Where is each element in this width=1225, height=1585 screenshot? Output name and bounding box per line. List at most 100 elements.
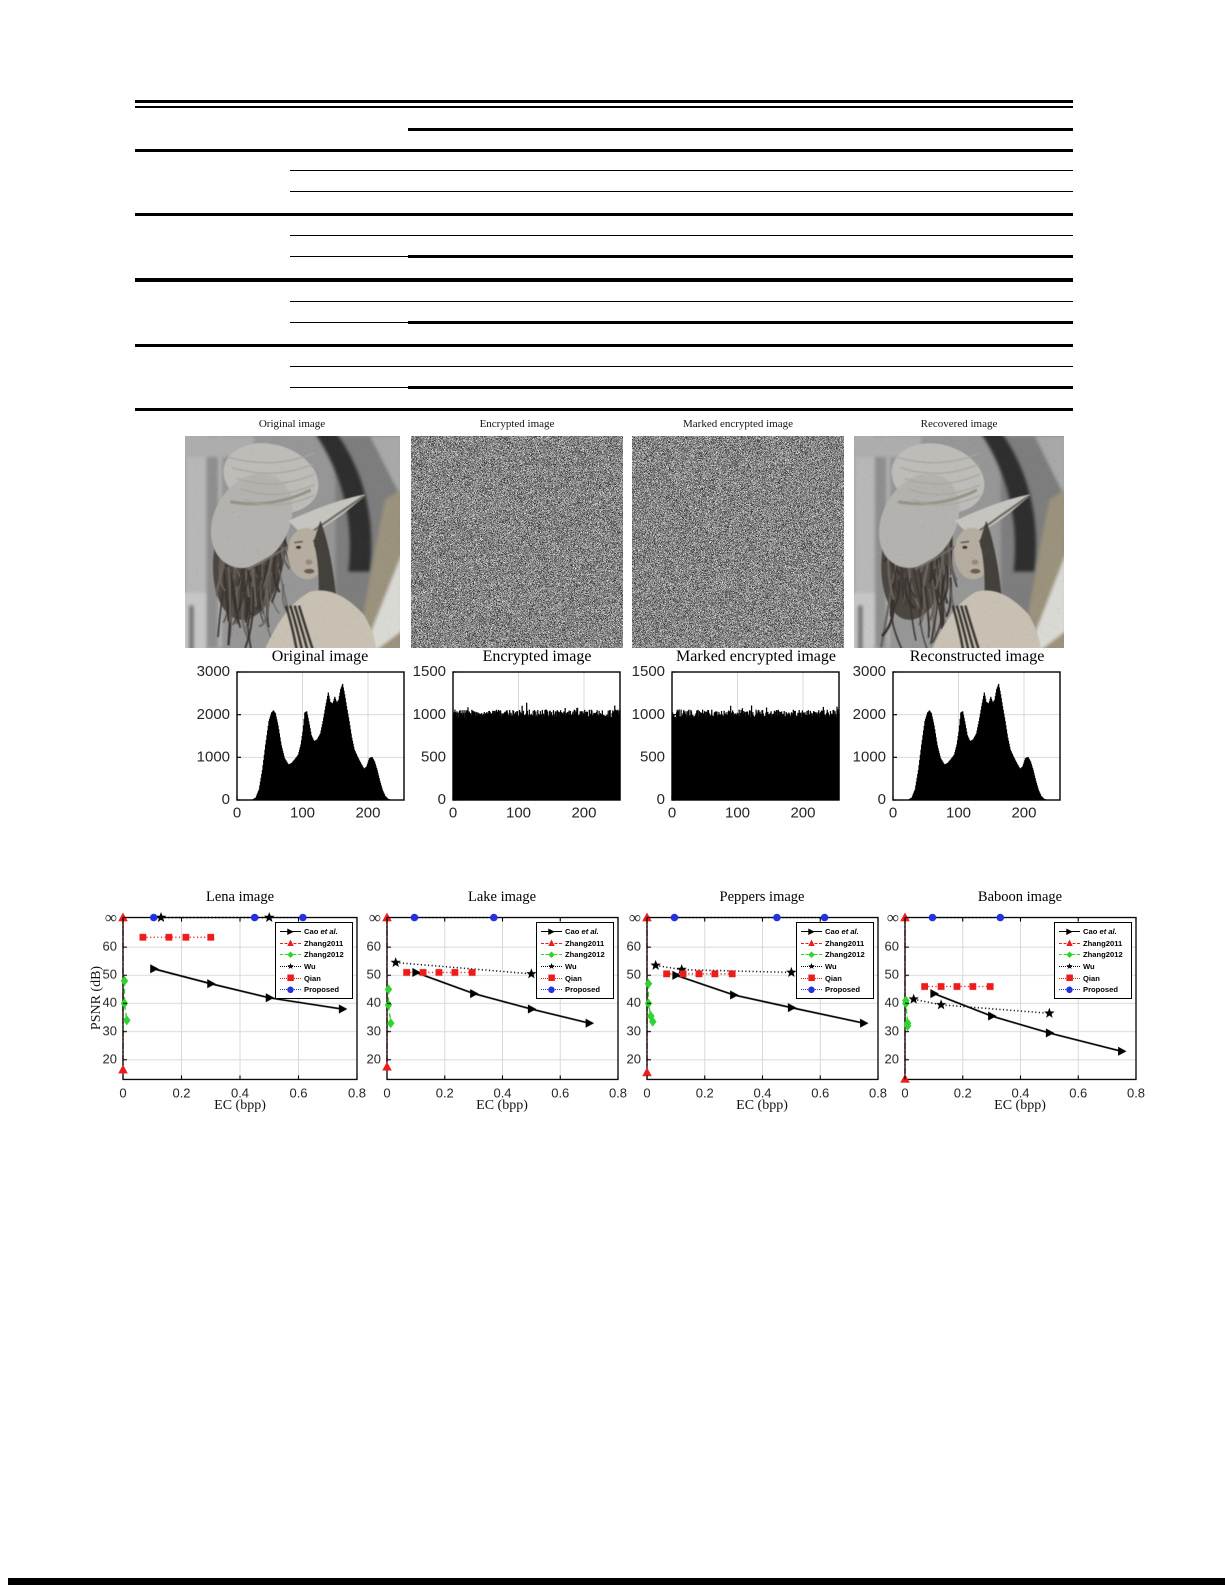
table-rule <box>135 278 1073 282</box>
legend-line <box>801 966 822 968</box>
legend-line <box>1059 977 1080 979</box>
histogram-reconstructed <box>833 664 1068 826</box>
legend-label: Zhang2012 <box>1083 950 1123 960</box>
legend-label: Qian <box>565 973 582 983</box>
legend-line-sample: ▲ <box>801 938 822 948</box>
legend-line <box>541 931 562 933</box>
legend-label: Zhang2012 <box>565 950 605 960</box>
legend-label: Zhang2012 <box>825 950 865 960</box>
legend-label: Cao et al. <box>825 927 859 937</box>
legend-line-sample: ◆ <box>801 950 822 960</box>
triangle-up-icon: ▲ <box>1066 938 1073 949</box>
table-rule <box>290 256 408 258</box>
legend-label: Zhang2011 <box>304 938 344 948</box>
legend-line-sample: ● <box>280 985 301 995</box>
legend-label: Proposed <box>304 985 340 995</box>
legend-entry-proposed: ● Proposed <box>541 984 610 996</box>
legend-line <box>280 931 301 933</box>
legend-line-sample: ◆ <box>280 950 301 960</box>
legend-entry-qian: ■ Qian <box>801 972 870 984</box>
circle-icon: ● <box>1065 984 1074 995</box>
diamond-icon: ◆ <box>548 949 555 960</box>
legend-label: Wu <box>304 962 316 972</box>
square-icon: ■ <box>807 973 816 984</box>
legend-line-sample: ▶ <box>541 927 562 937</box>
legend-entry-zhang2012: ◆ Zhang2012 <box>801 949 870 961</box>
triangle-right-icon: ▶ <box>1066 926 1073 937</box>
original-image-photo <box>185 436 400 648</box>
legend-entry-zhang2012: ◆ Zhang2012 <box>541 949 610 961</box>
legend-line-sample: ■ <box>801 973 822 983</box>
chart-legend: ▶ Cao et al. ▲ Zhang2011 ◆ Zhang2012 ★ Wu ■ Qian ●… <box>536 922 614 999</box>
legend-line-sample: ▶ <box>1059 927 1080 937</box>
triangle-up-icon: ▲ <box>287 938 294 949</box>
table-rule <box>290 234 1073 236</box>
legend-line-sample: ▲ <box>280 938 301 948</box>
legend-label: Qian <box>825 973 842 983</box>
star-icon: ★ <box>807 961 816 972</box>
recovered-image-photo <box>854 436 1064 648</box>
circle-icon: ● <box>547 984 556 995</box>
table-rule <box>135 99 1073 103</box>
legend-label: Proposed <box>565 985 601 995</box>
legend-entry-zhang2011: ▲ Zhang2011 <box>1059 938 1128 950</box>
table-rule <box>408 385 1073 389</box>
chart-title-lena: Lena image <box>205 889 275 905</box>
legend-line-sample: ■ <box>541 973 562 983</box>
legend-line-sample: ■ <box>280 973 301 983</box>
star-icon: ★ <box>1065 961 1074 972</box>
legend-line-sample: ▶ <box>801 927 822 937</box>
legend-label: Wu <box>565 962 577 972</box>
legend-line-sample: ▶ <box>280 927 301 937</box>
legend-line-sample: ● <box>801 985 822 995</box>
legend-line <box>280 954 301 956</box>
table-rule <box>290 365 1073 367</box>
legend-entry-proposed: ● Proposed <box>801 984 870 996</box>
legend-line-sample: ★ <box>541 962 562 972</box>
legend-line-sample: ◆ <box>541 950 562 960</box>
diamond-icon: ◆ <box>1066 949 1073 960</box>
chart-legend: ▶ Cao et al. ▲ Zhang2011 ◆ Zhang2012 ★ Wu ■ Qian ●… <box>1054 922 1132 999</box>
chart-title-peppers: Peppers image <box>719 889 805 905</box>
legend-entry-qian: ■ Qian <box>280 972 349 984</box>
table-rule <box>135 407 1073 411</box>
encrypted-image-photo <box>411 436 623 648</box>
legend-entry-zhang2012: ◆ Zhang2012 <box>280 949 349 961</box>
chart-title-baboon: Baboon image <box>977 889 1063 905</box>
histogram-original <box>177 664 412 826</box>
legend-entry-cao: ▶ Cao et al. <box>541 926 610 938</box>
square-icon: ■ <box>1065 973 1074 984</box>
legend-entry-wu: ★ Wu <box>801 961 870 973</box>
legend-line-sample: ● <box>1059 985 1080 995</box>
triangle-right-icon: ▶ <box>287 926 294 937</box>
legend-entry-zhang2012: ◆ Zhang2012 <box>1059 949 1128 961</box>
circle-icon: ● <box>807 984 816 995</box>
table-rule <box>290 169 1073 171</box>
table-rule <box>290 300 1073 302</box>
legend-line-sample: ★ <box>801 962 822 972</box>
circle-icon: ● <box>286 984 295 995</box>
legend-entry-cao: ▶ Cao et al. <box>801 926 870 938</box>
triangle-up-icon: ▲ <box>808 938 815 949</box>
star-icon: ★ <box>286 961 295 972</box>
chart-legend: ▶ Cao et al. ▲ Zhang2011 ◆ Zhang2012 ★ Wu ■ Qian ●… <box>275 922 353 999</box>
legend-line-sample: ▲ <box>541 938 562 948</box>
x-axis-label-ec-1: EC (bpp) <box>214 1098 266 1113</box>
table-rule <box>290 190 1073 192</box>
legend-entry-wu: ★ Wu <box>1059 961 1128 973</box>
photo-caption-original: Original image <box>258 418 326 430</box>
table-rule <box>135 212 1073 216</box>
star-icon: ★ <box>547 961 556 972</box>
table-rule <box>408 255 1073 259</box>
legend-label: Qian <box>1083 973 1100 983</box>
table-rule <box>135 343 1073 347</box>
legend-entry-wu: ★ Wu <box>541 961 610 973</box>
legend-entry-wu: ★ Wu <box>280 961 349 973</box>
histogram-marked-encrypted <box>612 664 847 826</box>
legend-entry-cao: ▶ Cao et al. <box>280 926 349 938</box>
legend-line <box>801 977 822 979</box>
x-axis-label-ec-2: EC (bpp) <box>476 1098 528 1113</box>
table-rule <box>290 321 408 323</box>
histogram-encrypted <box>393 664 628 826</box>
legend-line <box>801 942 822 944</box>
